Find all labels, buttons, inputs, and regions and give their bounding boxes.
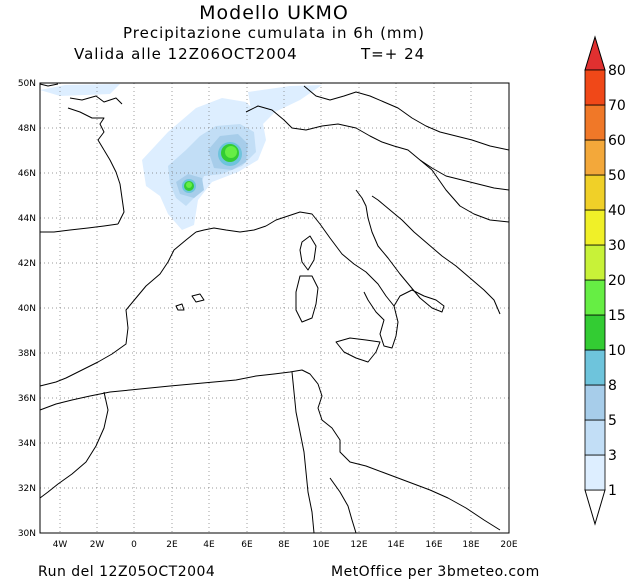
lat-tick-label: 46N — [18, 169, 36, 179]
coastline-sardinia — [295, 275, 319, 323]
colorbar-label: 8 — [608, 378, 617, 394]
lon-tick-label: 10E — [312, 540, 329, 550]
border-hungary — [431, 169, 510, 223]
colorbar-swatch — [584, 139, 606, 176]
valid-time: Valida alle 12Z06OCT2004 — [74, 45, 298, 63]
colorbar-label: 30 — [608, 238, 626, 254]
lat-tick-label: 30N — [18, 529, 36, 539]
colorbar-label: 60 — [608, 133, 626, 149]
coastline-biscay — [103, 149, 125, 225]
colorbar-label: 1 — [608, 483, 617, 499]
colorbar-swatch — [584, 244, 606, 281]
coastline-italy-south — [363, 291, 399, 349]
lat-tick-label: 40N — [18, 304, 36, 314]
graticule — [40, 83, 509, 533]
border-east — [303, 85, 510, 151]
colorbar-swatch — [584, 384, 606, 421]
lat-tick-label: 34N — [18, 439, 36, 449]
lat-tick-label: 50N — [18, 79, 36, 89]
colorbar-label: 50 — [608, 168, 626, 184]
data-source: MetOffice per 3bmeteo.com — [331, 564, 540, 580]
border-algeria-tunisia — [291, 371, 315, 534]
colorbar-label: 3 — [608, 448, 617, 464]
lat-tick-label: 36N — [18, 394, 36, 404]
lon-tick-label: 2E — [166, 540, 178, 550]
coastline-france-north — [69, 95, 123, 105]
colorbar-label: 80 — [608, 63, 626, 79]
border-alps — [245, 105, 433, 171]
map-background — [40, 83, 509, 533]
colorbar-bottom-arrow — [584, 489, 606, 526]
lon-tick-label: 16E — [425, 540, 442, 550]
lat-tick-label: 32N — [18, 484, 36, 494]
colorbar-label: 70 — [608, 98, 626, 114]
colorbar-top-arrow — [584, 35, 606, 71]
border-algeria-libya — [329, 477, 357, 534]
colorbar-swatch — [584, 209, 606, 246]
coastline-ligurian — [265, 211, 395, 307]
coastline-iberia-north — [40, 223, 119, 233]
chart-subtitle: Precipitazione cumulata in 6h (mm) — [122, 24, 425, 42]
colorbar-label: 15 — [608, 308, 626, 324]
lon-tick-label: 20E — [500, 540, 517, 550]
chart-title: Modello UKMO — [199, 2, 349, 24]
colorbar-label: 40 — [608, 203, 626, 219]
precip-class15-core — [186, 182, 192, 188]
lon-axis: 4W 2W 0 2E 4E 6E 8E 10E 12E 14E 16E 18E … — [53, 540, 518, 550]
precip-shading — [40, 84, 322, 230]
colorbar-swatch — [584, 454, 606, 491]
colorbar-swatch — [584, 69, 606, 106]
map-panel — [39, 82, 510, 534]
lon-tick-label: 8E — [278, 540, 290, 550]
colorbar: 1 3 5 8 10 15 20 30 40 50 60 70 80 — [584, 35, 626, 526]
coastline-gulf-of-lion — [195, 225, 267, 233]
lat-tick-label: 38N — [18, 349, 36, 359]
colorbar-swatch — [584, 104, 606, 141]
border-balkans — [419, 159, 510, 191]
precip-class15-core — [225, 146, 237, 158]
lon-tick-label: 6E — [241, 540, 253, 550]
coastline-sicily — [335, 337, 381, 363]
lat-tick-label: 48N — [18, 124, 36, 134]
coastline-iberia-east — [39, 231, 197, 387]
lon-tick-label: 14E — [387, 540, 404, 550]
lat-tick-label: 44N — [18, 214, 36, 224]
colorbar-label: 10 — [608, 343, 626, 359]
coastline-corsica — [299, 235, 317, 271]
colorbar-label: 5 — [608, 413, 617, 429]
coastline-adriatic-east — [371, 195, 501, 315]
coastlines — [39, 83, 510, 534]
colorbar-swatch — [584, 349, 606, 386]
colorbar-swatch — [584, 314, 606, 351]
lon-tick-label: 18E — [462, 540, 479, 550]
coastline-uk — [39, 83, 59, 87]
lon-tick-label: 0 — [131, 540, 137, 550]
coastline-balearics — [175, 293, 205, 311]
lon-tick-label: 2W — [90, 540, 105, 550]
colorbar-swatch — [584, 419, 606, 456]
colorbar-swatch — [584, 279, 606, 316]
coastline-north-africa — [39, 369, 501, 531]
run-date: Run del 12Z05OCT2004 — [38, 564, 216, 580]
coastline-adriatic-west — [355, 189, 445, 313]
map-border — [39, 82, 510, 534]
lat-axis: 50N 48N 46N 44N 42N 40N 38N 36N 34N 32N … — [18, 79, 36, 539]
border-morocco-algeria — [39, 391, 109, 499]
lat-tick-label: 42N — [18, 259, 36, 269]
precip-light-area — [248, 85, 322, 125]
lon-tick-label: 4E — [203, 540, 215, 550]
colorbar-label: 20 — [608, 273, 626, 289]
forecast-step: T=+ 24 — [361, 45, 426, 63]
colorbar-swatch — [584, 174, 606, 211]
coastline-brittany — [67, 107, 105, 151]
lon-tick-label: 12E — [350, 540, 367, 550]
lon-tick-label: 4W — [53, 540, 68, 550]
